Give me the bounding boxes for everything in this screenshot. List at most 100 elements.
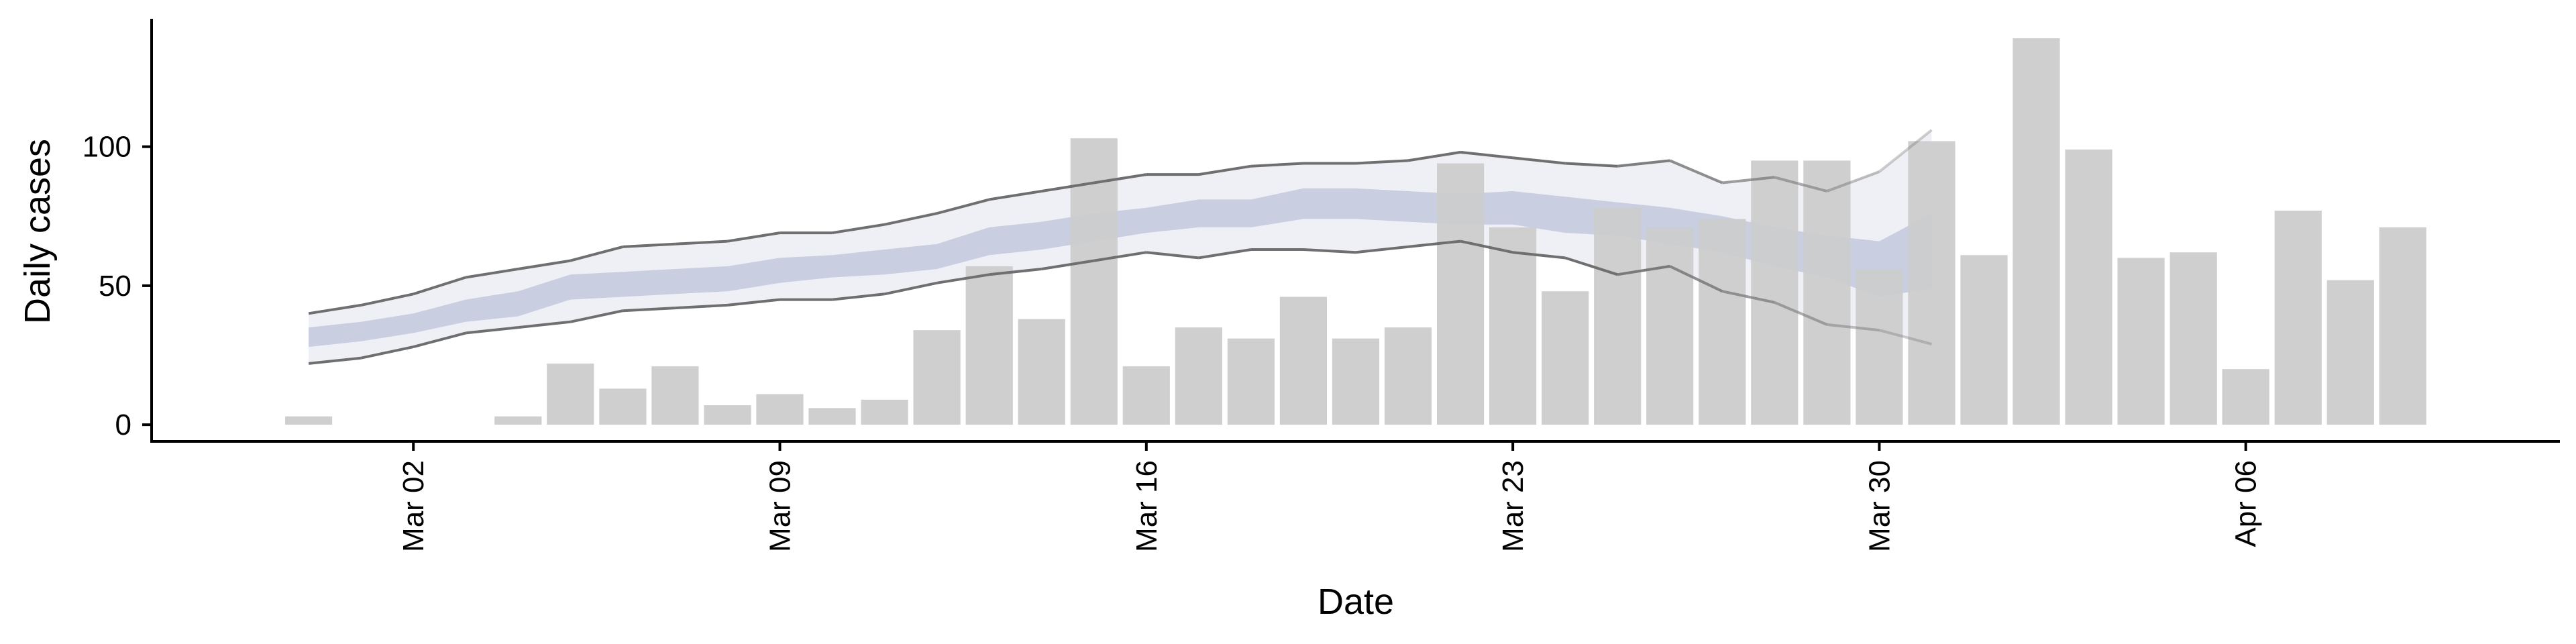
lower-bound-line-segment [1617, 264, 1670, 276]
lower-bound-line-segment [1878, 329, 1933, 345]
bar-2020-04-06 [2222, 369, 2269, 425]
bar-2020-03-05 [547, 363, 594, 425]
bar-2020-04-02 [2012, 38, 2060, 425]
upper-bound-line-segment [465, 268, 519, 279]
lower-bound-line-segment [1827, 323, 1880, 332]
y-tick-label: 100 [83, 131, 131, 164]
upper-bound-line-segment [1093, 173, 1147, 184]
lower-bound-line-segment [1460, 239, 1513, 254]
x-tick-label: Apr 06 [2230, 460, 2263, 547]
bar-2020-04-04 [2117, 258, 2165, 425]
bar-2020-03-22 [1437, 163, 1485, 425]
lower-bound-line-segment [1093, 251, 1147, 262]
upper-bound-line-segment [989, 190, 1042, 201]
bar-2020-04-08 [2326, 280, 2374, 425]
x-tick-label: Mar 23 [1497, 460, 1529, 552]
upper-bound-line-segment [832, 223, 885, 235]
upper-bound-line-segment [1826, 170, 1880, 193]
bar-2020-03-31 [1908, 141, 1955, 425]
bar-2020-03-28 [1751, 160, 1799, 425]
axes [150, 19, 2560, 443]
bar-2020-04-03 [2065, 149, 2112, 425]
lower-bound-line-segment [884, 281, 938, 296]
bar-2020-03-12 [913, 330, 961, 425]
y-tick-label: 50 [99, 270, 131, 303]
bar-2020-03-21 [1384, 327, 1432, 425]
upper-bound-line-segment [1198, 164, 1252, 176]
upper-bound-line-segment [308, 303, 362, 315]
upper-bound-line-segment [1617, 159, 1670, 168]
x-tick-label: Mar 30 [1863, 460, 1896, 552]
upper-bound-line-segment [1512, 156, 1566, 165]
upper-bound-line-segment [1774, 176, 1827, 193]
upper-bound-line-segment [1355, 159, 1409, 165]
bar-2020-04-05 [2169, 252, 2217, 425]
upper-bound-line-segment [1041, 181, 1095, 193]
bar-2020-03-26 [1646, 227, 1694, 425]
upper-bound-line-segment [675, 239, 728, 246]
bar-2020-03-08 [704, 405, 751, 425]
upper-bound-line-segment [1565, 162, 1618, 168]
bar-2020-03-24 [1542, 291, 1589, 425]
upper-bound-line-segment [1250, 162, 1304, 168]
lower-bound-line-segment [466, 326, 519, 335]
lower-bound-line-segment [1303, 248, 1356, 254]
lower-bound-line-segment [1669, 265, 1723, 293]
upper-bound-line-segment [570, 245, 623, 262]
upper-bound-line-segment [360, 292, 414, 307]
lower-bound-line-segment [675, 303, 728, 310]
bound-line-layer [308, 129, 1933, 365]
x-axis-title: Date [1318, 582, 1394, 622]
x-tick-label: Mar 09 [764, 460, 797, 552]
x-tick-label: Mar 16 [1130, 460, 1163, 552]
upper-bound-line-segment [1460, 150, 1513, 160]
bar-2020-03-14 [1018, 319, 1065, 425]
lower-bound-line-segment [936, 273, 990, 284]
upper-bound-line-segment [727, 231, 780, 243]
lower-bound-line-segment [832, 292, 885, 301]
lower-bound-line-segment [1198, 248, 1252, 260]
lower-bound-line-segment [1774, 301, 1828, 326]
x-ticks: Mar 02 Mar 09 Mar 16 Mar 23 Mar 30 Apr 06 [397, 441, 2263, 552]
bar-layer [285, 38, 2426, 425]
bar-2020-03-06 [599, 388, 647, 425]
upper-bound-line-segment [884, 212, 938, 226]
lower-bound-line-segment [1355, 245, 1409, 254]
bar-2020-03-04 [494, 416, 542, 425]
lower-bound-line-segment [989, 268, 1042, 276]
upper-bound-line-segment [413, 276, 466, 296]
y-ticks: 0 50 100 [83, 131, 152, 441]
upper-bound-line-segment [1722, 176, 1775, 184]
lower-bound-line-segment [1041, 259, 1095, 270]
bar-2020-03-10 [808, 408, 856, 425]
lower-bound-line-segment [1564, 256, 1618, 276]
lower-bound-line-segment [623, 307, 676, 313]
bar-2020-04-07 [2274, 211, 2322, 425]
bar-2020-03-17 [1175, 327, 1222, 425]
bar-2020-03-19 [1279, 297, 1327, 425]
lower-bound-line-segment [518, 320, 571, 329]
bar-2020-03-23 [1489, 227, 1537, 425]
bar-2020-03-16 [1122, 366, 1170, 425]
bar-2020-03-18 [1227, 338, 1275, 425]
lower-bound-line-segment [413, 331, 466, 349]
lower-bound-line-segment [727, 298, 780, 307]
lower-bound-line-segment [308, 356, 362, 365]
upper-bound-line-segment [936, 198, 990, 215]
y-axis-title: Daily cases [17, 139, 58, 324]
bar-2020-03-07 [651, 366, 699, 425]
y-tick-label: 0 [115, 409, 131, 441]
inner-estimate-band [309, 188, 1932, 347]
bar-2020-03-11 [861, 399, 908, 425]
lower-bound-line-segment [1512, 251, 1566, 260]
lower-bound-line-segment [1146, 251, 1199, 260]
bar-2020-03-25 [1594, 207, 1642, 425]
upper-bound-line-segment [1878, 129, 1933, 173]
bar-2020-03-09 [756, 394, 804, 425]
bar-2020-03-13 [965, 266, 1013, 425]
lower-bound-line-segment [1721, 290, 1775, 304]
lower-bound-line-segment [360, 345, 414, 360]
bar-2020-03-29 [1803, 160, 1851, 425]
x-tick-label: Mar 02 [397, 460, 430, 552]
